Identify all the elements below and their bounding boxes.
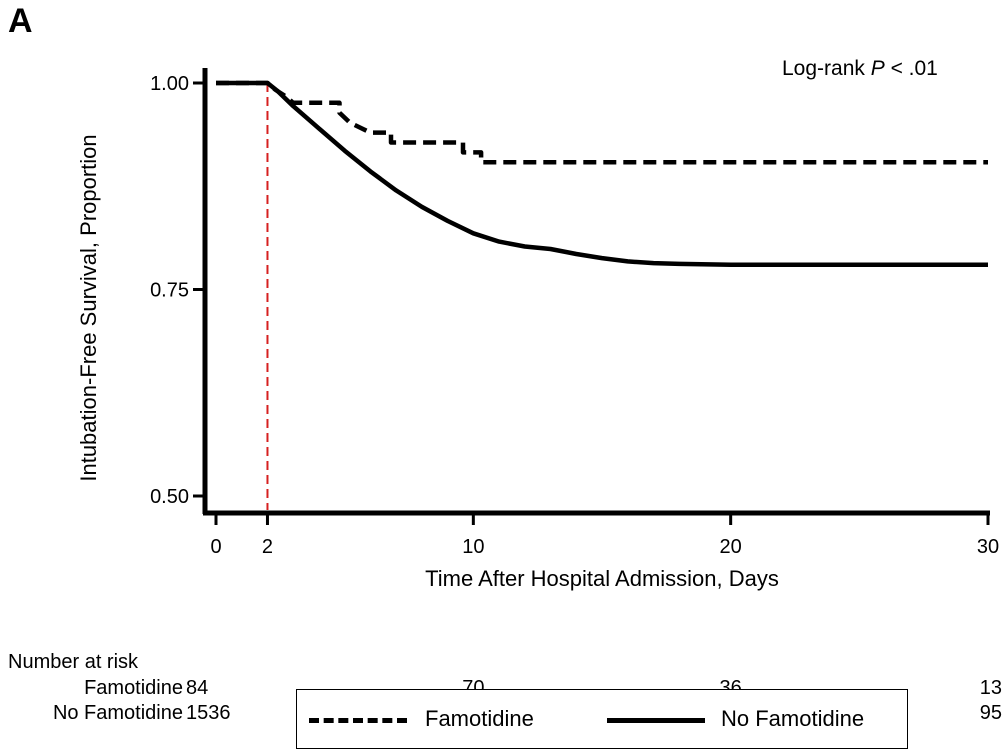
risk-row-label: Famotidine	[84, 677, 183, 699]
survival-curves	[216, 80, 988, 267]
legend-dashed-line	[309, 718, 407, 723]
y-tick-label: 1.00	[150, 73, 189, 95]
x-tick-label: 10	[462, 536, 484, 558]
series-no-famotidine	[216, 80, 988, 267]
y-axis-title: Intubation-Free Survival, Proportion	[76, 134, 101, 481]
risk-table-title: Number at risk	[8, 651, 139, 673]
log-rank-p-symbol: P	[870, 57, 885, 80]
y-tick-label: 0.75	[150, 280, 189, 302]
y-tick-label: 0.50	[150, 486, 189, 508]
x-tick-label: 20	[720, 536, 742, 558]
risk-count: 95	[979, 702, 1002, 724]
risk-row-label: No Famotidine	[52, 702, 183, 724]
x-tick-label: 0	[210, 536, 221, 558]
chart-axes	[202, 68, 990, 516]
legend-label-no-famotidine: No Famotidine	[721, 706, 865, 731]
legend-label-famotidine: Famotidine	[425, 706, 534, 731]
risk-count: 13	[979, 677, 1002, 699]
log-rank-annotation: Log-rank P < .01	[782, 57, 938, 81]
x-tick-label: 30	[977, 536, 999, 558]
legend-solid-line	[607, 718, 705, 723]
risk-count: 84	[186, 677, 209, 699]
x-tick-label: 2	[262, 536, 273, 558]
series-famotidine	[216, 80, 988, 165]
legend: Famotidine No Famotidine	[296, 689, 908, 749]
panel-label: A	[8, 2, 33, 40]
chart-ticks: 0.50 0.75 1.00 0 2 10 20 30 Time After Hospital …	[76, 73, 999, 591]
log-rank-prefix: Log-rank	[782, 57, 871, 80]
risk-count: 1536	[186, 702, 231, 724]
survival-chart: 0.50 0.75 1.00 0 2 10 20 30 Time After Hospital …	[76, 68, 999, 591]
x-axis-title: Time After Hospital Admission, Days	[425, 566, 779, 591]
log-rank-suffix: < .01	[884, 57, 938, 80]
